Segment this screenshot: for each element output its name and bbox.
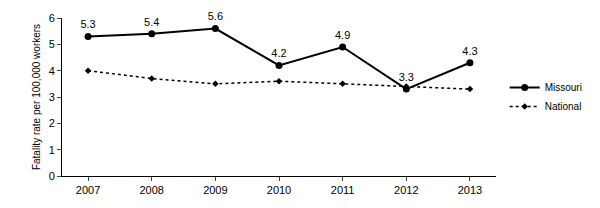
svg-text:Missouri: Missouri: [545, 82, 582, 93]
svg-text:5.3: 5.3: [80, 18, 95, 30]
svg-text:4.2: 4.2: [271, 47, 286, 59]
svg-text:5.6: 5.6: [208, 10, 223, 22]
svg-text:1: 1: [49, 144, 55, 156]
svg-text:2010: 2010: [267, 184, 291, 196]
svg-text:6: 6: [49, 12, 55, 24]
svg-text:National: National: [545, 101, 582, 112]
svg-text:2011: 2011: [331, 184, 355, 196]
svg-text:5: 5: [49, 38, 55, 50]
svg-text:Fatality rate per 100,000 work: Fatality rate per 100,000 workers: [31, 24, 42, 170]
svg-text:2013: 2013: [458, 184, 482, 196]
svg-text:2007: 2007: [76, 184, 100, 196]
svg-text:4.9: 4.9: [335, 29, 350, 41]
svg-text:2009: 2009: [203, 184, 227, 196]
svg-text:5.4: 5.4: [144, 16, 159, 28]
svg-text:4.3: 4.3: [462, 45, 477, 57]
svg-text:3.3: 3.3: [399, 71, 414, 83]
svg-text:2008: 2008: [139, 184, 163, 196]
svg-text:4: 4: [49, 65, 55, 77]
svg-text:2012: 2012: [394, 184, 418, 196]
svg-text:0: 0: [49, 170, 55, 182]
svg-text:3: 3: [49, 91, 55, 103]
svg-text:2: 2: [49, 117, 55, 129]
